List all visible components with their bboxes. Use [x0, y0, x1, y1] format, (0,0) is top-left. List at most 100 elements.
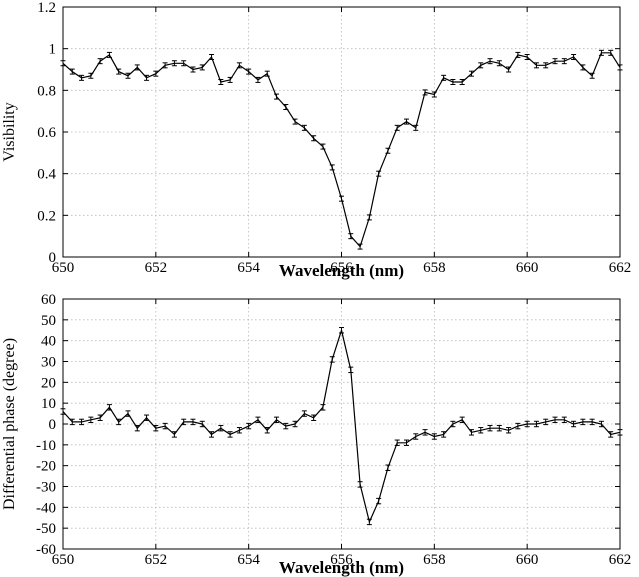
y-tick-label: -10: [36, 438, 56, 454]
data-point: [571, 54, 577, 60]
data-point: [496, 424, 502, 432]
differential-phase-panel: 650 652 654 656 658 660 662 -60 -50 -40 -30 -20 -10 0…: [1, 292, 631, 577]
data-point: [394, 124, 400, 131]
data-point: [598, 49, 604, 56]
data-point: [106, 51, 112, 58]
data-point: [79, 418, 85, 426]
data-point: [431, 433, 437, 440]
data-point: [487, 424, 493, 432]
data-point: [561, 58, 567, 65]
data-point: [524, 54, 530, 60]
data-point: [487, 58, 493, 65]
data-point: [496, 60, 502, 67]
data-point: [134, 64, 140, 71]
data-point: [162, 62, 168, 69]
data-point: [348, 366, 354, 374]
data-point: [153, 70, 159, 77]
data-point: [413, 124, 419, 131]
y-tick-label: -40: [36, 500, 56, 516]
data-point: [60, 408, 66, 415]
y-tick-label: -60: [36, 542, 56, 558]
data-point: [580, 418, 586, 426]
data-point: [589, 72, 595, 79]
y-tick-label: 50: [41, 313, 56, 329]
data-point: [357, 243, 363, 250]
y-tick-label: 0.8: [37, 83, 56, 99]
data-point: [153, 424, 159, 432]
data-point: [413, 433, 419, 440]
data-point: [394, 439, 400, 446]
data-point: [311, 414, 317, 421]
data-point: [468, 429, 474, 436]
data-point: [69, 418, 75, 426]
y-tick-label: 0.2: [37, 208, 56, 224]
y-tick-label: 20: [41, 375, 56, 391]
data-point: [422, 429, 428, 436]
data-point: [608, 49, 614, 56]
plot-frame: [62, 298, 621, 550]
data-point: [144, 74, 150, 81]
data-point: [617, 64, 623, 71]
x-tick-label: 658: [423, 552, 446, 568]
data-point: [227, 76, 233, 83]
data-point: [403, 118, 409, 125]
data-point: [274, 416, 280, 424]
data-series-line: [62, 52, 621, 248]
x-tick-label: 654: [237, 260, 260, 276]
data-point: [431, 91, 437, 98]
data-point: [459, 416, 465, 424]
y-tick-label: -20: [36, 459, 56, 475]
x-tick-label: 662: [609, 260, 632, 276]
data-point: [552, 58, 558, 65]
data-point: [329, 356, 335, 363]
data-point: [533, 420, 539, 428]
data-point: [339, 195, 344, 202]
data-point: [199, 64, 205, 71]
data-point: [478, 427, 484, 434]
data-point: [69, 68, 75, 75]
data-point: [218, 424, 224, 432]
y-tick-label: 60: [41, 292, 56, 308]
data-point: [79, 74, 85, 81]
data-point: [533, 62, 539, 69]
x-tick-label: 652: [145, 552, 168, 568]
data-point: [199, 420, 205, 428]
data-point: [116, 418, 122, 426]
data-point: [543, 418, 549, 426]
data-point: [227, 431, 233, 438]
data-point: [190, 418, 196, 426]
data-point: [209, 54, 215, 60]
data-point: [97, 414, 103, 421]
y-tick-label: 0.6: [37, 125, 56, 141]
data-point: [106, 404, 112, 411]
data-point: [125, 72, 131, 79]
data-point: [144, 414, 150, 421]
data-point: [515, 422, 521, 430]
data-point: [339, 327, 344, 334]
data-point: [357, 481, 363, 488]
data-point: [348, 233, 354, 240]
x-axis-label: Wavelength (nm): [279, 558, 404, 577]
data-point: [506, 66, 512, 73]
data-point: [385, 464, 391, 471]
y-axis-label: Differential phase (degree): [1, 338, 18, 510]
data-point: [403, 439, 409, 446]
data-point: [450, 79, 456, 85]
data-point: [608, 431, 614, 438]
data-point: [506, 427, 512, 434]
data-point: [97, 58, 103, 65]
x-tick-label: 660: [516, 260, 539, 276]
data-point: [320, 143, 326, 150]
data-point: [589, 418, 595, 426]
data-point: [459, 79, 465, 85]
y-tick-label: 40: [41, 334, 56, 350]
data-point: [255, 76, 261, 83]
x-tick-label: 662: [609, 552, 632, 568]
data-point: [264, 70, 270, 77]
data-point: [292, 118, 298, 125]
data-point: [376, 497, 382, 505]
data-point: [301, 124, 307, 131]
x-tick-label: 658: [423, 260, 446, 276]
y-tick-label: 1.2: [37, 0, 56, 16]
data-point: [450, 420, 456, 428]
